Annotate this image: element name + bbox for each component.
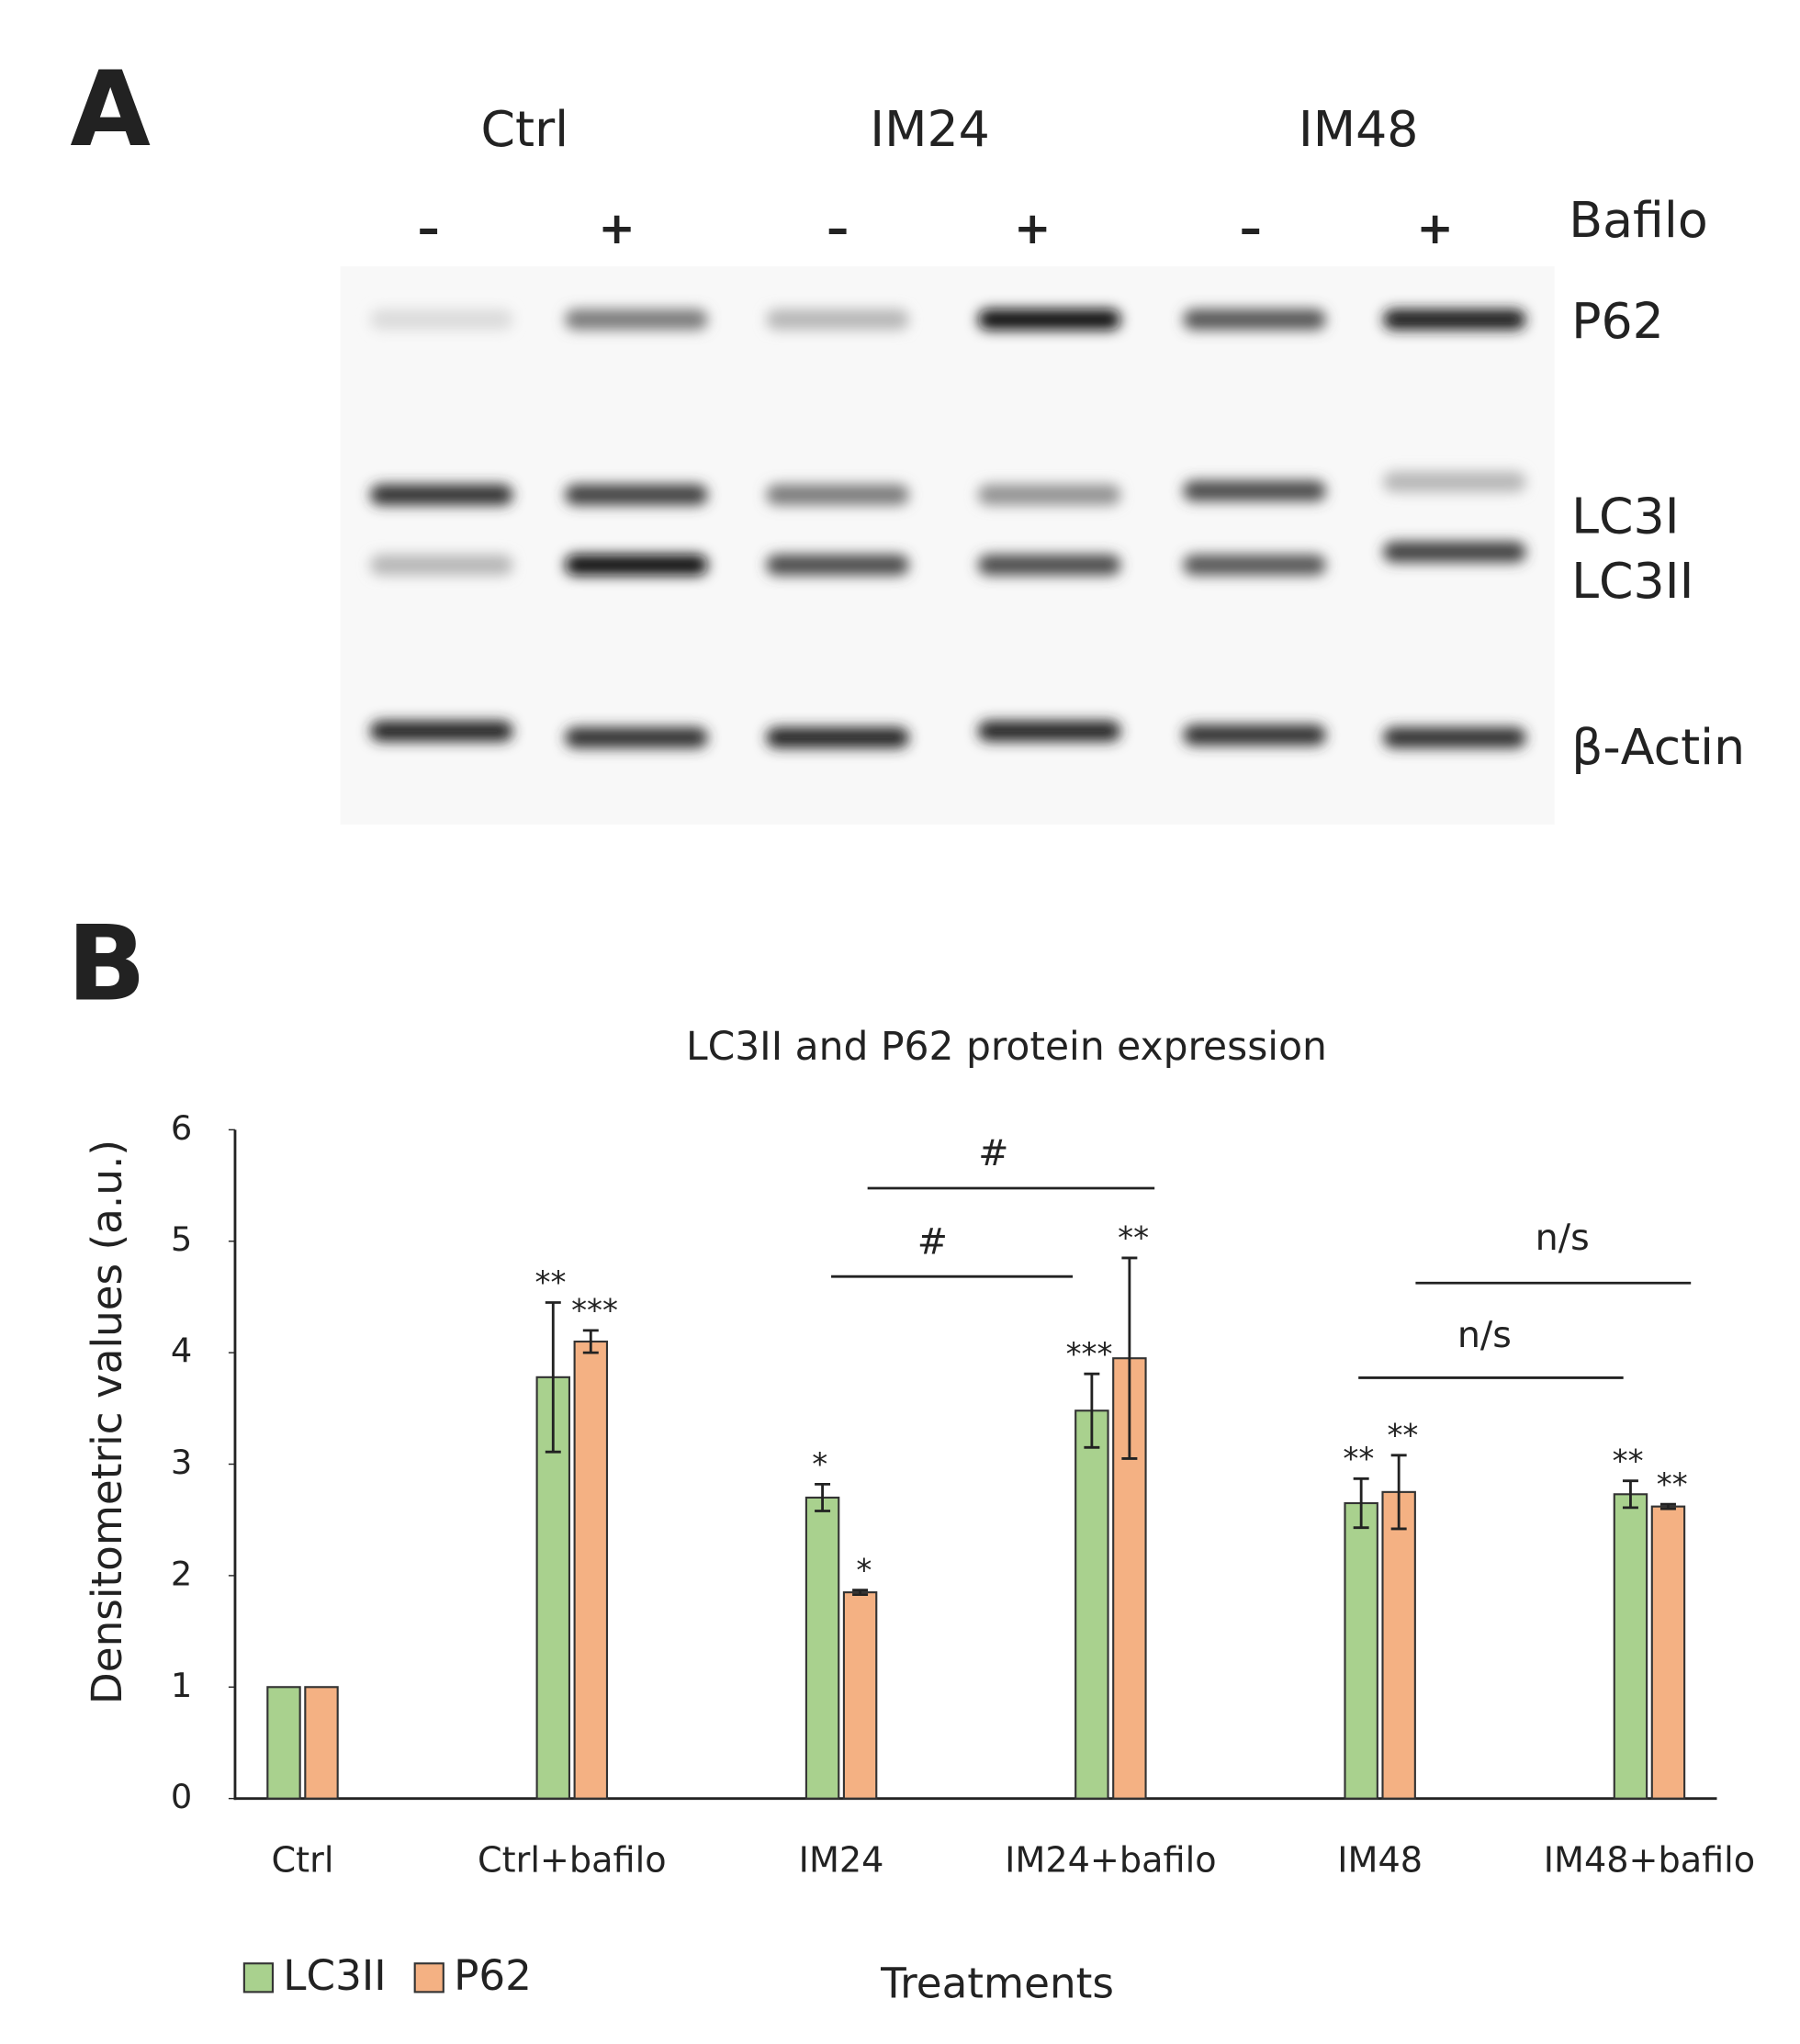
blot-band [1383,541,1526,563]
x-tick-label: IM24+bafilo [1005,1840,1216,1881]
error-bar [545,1301,561,1454]
blot-band [766,726,909,748]
blot-band [977,484,1121,506]
error-bar [1353,1477,1369,1530]
bar [266,1686,301,1800]
error-bar [852,1589,869,1596]
significance-label: ** [534,1265,566,1301]
blot-band [565,484,708,506]
blot-background [340,265,1555,825]
annotation: n/s [1536,1217,1590,1259]
y-tick-label: 2 [171,1554,192,1593]
y-axis-title: Densitometric values (a.u.) [83,1140,131,1704]
sign-label: – [1240,203,1262,254]
blot-band [565,309,708,331]
sign-label: – [418,203,440,254]
bar [304,1686,339,1800]
significance-label: ** [1343,1442,1374,1477]
y-tick-label: 1 [171,1666,192,1705]
error-bar [815,1482,831,1512]
blot-band [977,720,1121,742]
blot-band [565,726,708,748]
treatment-label: Bafilo [1569,191,1707,249]
error-bar [582,1329,599,1354]
blot-band [1183,480,1326,501]
blot-band [370,720,513,742]
bar [573,1340,609,1800]
group-label: Ctrl [481,100,569,158]
sign-label: + [1014,203,1051,254]
y-tick-label: 0 [171,1777,192,1816]
protein-label: LC3II [1571,552,1693,610]
protein-label: P62 [1571,292,1664,350]
bar [804,1496,840,1800]
blot-band [1383,309,1526,331]
legend-swatch [242,1962,275,1993]
blot-band [766,554,909,576]
error-bar [1390,1454,1407,1531]
sign-label: + [599,203,636,254]
panel-label: A [70,49,151,170]
panel-label: B [67,904,146,1025]
bar [1074,1409,1109,1800]
annotation: n/s [1457,1314,1512,1356]
significance-label: ** [1118,1221,1149,1257]
protein-label: LC3I [1571,487,1679,545]
x-tick-label: IM24 [799,1840,884,1881]
blot-band [370,484,513,506]
error-bar [1659,1502,1676,1511]
blot-band [1183,554,1326,576]
sign-label: + [1416,203,1453,254]
significance-label: *** [1066,1337,1113,1373]
blot-band [565,554,708,576]
bar [1650,1505,1686,1800]
x-axis-title: Treatments [880,1960,1114,2008]
blot-band [370,309,513,331]
blot-band [1183,724,1326,746]
bar [842,1591,878,1800]
chart-title: LC3II and P62 protein expression [686,1025,1327,1070]
significance-label: * [812,1447,827,1483]
x-tick-label: Ctrl+bafilo [478,1840,667,1881]
significance-label: * [856,1553,872,1589]
annotation: # [917,1220,948,1263]
bar [1344,1501,1378,1800]
group-label: IM48 [1299,100,1419,158]
annotation: # [978,1132,1008,1174]
legend-swatch [413,1962,444,1993]
blot-band [766,484,909,506]
y-tick-label: 4 [171,1331,192,1371]
error-bar [1121,1256,1138,1460]
blot-band [1383,726,1526,748]
group-label: IM24 [870,100,990,158]
legend-label: P62 [454,1951,532,2000]
x-tick-label: IM48 [1337,1840,1423,1881]
bar [1613,1493,1648,1800]
significance-label: ** [1387,1419,1418,1454]
blot-band [370,554,513,576]
sign-label: – [827,203,849,254]
x-tick-label: Ctrl [272,1840,334,1881]
x-tick-label: IM48+bafilo [1544,1840,1755,1881]
bar [1381,1490,1416,1800]
y-tick-label: 5 [171,1219,192,1259]
legend-label: LC3II [283,1951,386,2000]
significance-label: *** [571,1294,618,1330]
significance-label: ** [1657,1467,1688,1503]
blot-band [977,554,1121,576]
error-bar [1084,1372,1100,1449]
blot-band [1383,471,1526,493]
y-tick-label: 6 [171,1108,192,1148]
protein-label: β-Actin [1571,718,1745,776]
error-bar [1622,1479,1638,1510]
blot-band [1183,309,1326,331]
y-tick-label: 3 [171,1443,192,1482]
significance-label: ** [1613,1443,1644,1479]
blot-band [977,309,1121,331]
blot-band [766,309,909,331]
